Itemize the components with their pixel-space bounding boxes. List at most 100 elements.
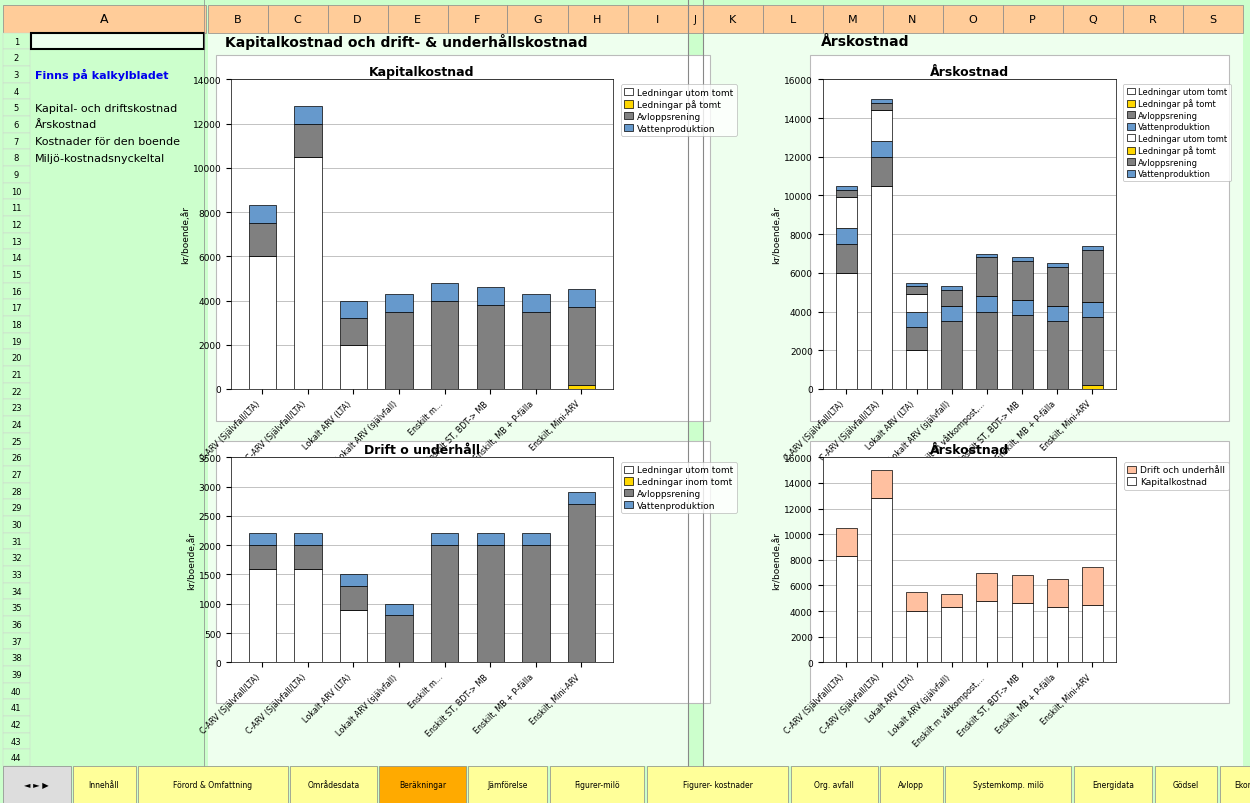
FancyBboxPatch shape	[2, 267, 30, 283]
Text: 7: 7	[14, 137, 19, 146]
Text: 44: 44	[11, 753, 21, 762]
FancyBboxPatch shape	[2, 150, 30, 167]
Text: Ekonomi: Ekonomi	[1235, 780, 1250, 789]
Bar	[906, 287, 928, 295]
Bar	[249, 569, 276, 662]
FancyBboxPatch shape	[1122, 6, 1182, 34]
FancyBboxPatch shape	[2, 117, 30, 133]
FancyBboxPatch shape	[2, 666, 30, 683]
FancyBboxPatch shape	[2, 367, 30, 383]
Text: 21: 21	[11, 370, 21, 380]
Bar	[871, 499, 892, 662]
Bar	[294, 124, 321, 157]
Bar	[340, 586, 367, 609]
Bar	[1046, 307, 1068, 322]
Text: 16: 16	[11, 287, 21, 296]
Text: C: C	[294, 14, 301, 25]
Text: 8: 8	[14, 154, 19, 163]
Text: 12: 12	[11, 221, 21, 230]
Y-axis label: kr/boende,år: kr/boende,år	[772, 531, 781, 589]
Bar	[385, 295, 412, 312]
FancyBboxPatch shape	[568, 6, 628, 34]
Bar	[522, 534, 550, 545]
FancyBboxPatch shape	[2, 766, 71, 803]
Text: 38: 38	[11, 654, 21, 662]
FancyBboxPatch shape	[2, 450, 30, 467]
FancyBboxPatch shape	[2, 167, 30, 184]
FancyBboxPatch shape	[550, 766, 644, 803]
Bar	[385, 312, 412, 389]
Bar	[249, 545, 276, 569]
Text: Förord & Omfattning: Förord & Omfattning	[174, 780, 253, 789]
Bar	[906, 592, 928, 611]
Text: 31: 31	[11, 537, 21, 546]
Bar	[836, 186, 858, 190]
FancyBboxPatch shape	[290, 766, 376, 803]
Legend: Ledningar utom tomt, Ledningar på tomt, Avloppsrening, Vattenproduktion, Ledning: Ledningar utom tomt, Ledningar på tomt, …	[1124, 84, 1231, 182]
FancyBboxPatch shape	[2, 250, 30, 267]
Text: Org. avfall: Org. avfall	[814, 780, 854, 789]
Bar	[476, 545, 504, 662]
Text: 30: 30	[11, 520, 21, 529]
Bar	[1081, 568, 1102, 605]
Text: D: D	[354, 14, 361, 25]
Bar	[522, 545, 550, 662]
FancyBboxPatch shape	[2, 566, 30, 583]
Text: B: B	[234, 14, 241, 25]
FancyBboxPatch shape	[208, 6, 268, 34]
Bar	[1046, 579, 1068, 607]
Text: I: I	[656, 14, 659, 25]
Text: 34: 34	[11, 587, 21, 596]
Bar	[941, 607, 962, 662]
Bar	[836, 245, 858, 274]
Bar	[1081, 605, 1102, 662]
Bar	[1011, 316, 1032, 389]
Title: Kapitalkostnad: Kapitalkostnad	[369, 66, 475, 79]
Text: 27: 27	[11, 471, 21, 479]
Bar	[906, 283, 928, 287]
Text: 9: 9	[14, 171, 19, 180]
FancyBboxPatch shape	[216, 56, 710, 422]
Text: 1: 1	[14, 38, 19, 47]
FancyBboxPatch shape	[2, 683, 30, 699]
Text: O: O	[969, 14, 978, 25]
FancyBboxPatch shape	[448, 6, 508, 34]
FancyBboxPatch shape	[328, 6, 388, 34]
FancyBboxPatch shape	[469, 766, 548, 803]
Text: 35: 35	[11, 603, 21, 613]
Bar	[871, 100, 892, 104]
Bar	[941, 595, 962, 607]
Bar	[294, 157, 321, 389]
Y-axis label: kr/boende,år: kr/boende,år	[186, 531, 196, 589]
Bar	[976, 312, 998, 389]
Text: 41: 41	[11, 703, 21, 712]
Text: S: S	[1209, 14, 1216, 25]
Bar	[1081, 303, 1102, 318]
Bar	[1011, 604, 1032, 662]
Bar	[568, 290, 595, 308]
FancyBboxPatch shape	[646, 766, 789, 803]
FancyBboxPatch shape	[882, 6, 942, 34]
Bar	[385, 616, 412, 662]
Text: 2: 2	[14, 54, 19, 63]
Bar	[294, 534, 321, 545]
Bar	[249, 206, 276, 224]
Bar	[871, 186, 892, 389]
Bar	[1011, 576, 1032, 604]
FancyBboxPatch shape	[2, 400, 30, 417]
Bar	[294, 545, 321, 569]
Text: Avlopp: Avlopp	[899, 780, 924, 789]
FancyBboxPatch shape	[216, 442, 710, 703]
FancyBboxPatch shape	[2, 34, 30, 51]
Text: 25: 25	[11, 437, 21, 446]
FancyBboxPatch shape	[791, 766, 878, 803]
FancyBboxPatch shape	[880, 766, 942, 803]
FancyBboxPatch shape	[2, 716, 30, 733]
FancyBboxPatch shape	[810, 442, 1229, 703]
FancyBboxPatch shape	[31, 34, 204, 51]
FancyBboxPatch shape	[2, 499, 30, 516]
Bar	[1081, 318, 1102, 385]
FancyBboxPatch shape	[72, 766, 135, 803]
Text: K: K	[729, 14, 736, 25]
FancyBboxPatch shape	[2, 217, 30, 234]
